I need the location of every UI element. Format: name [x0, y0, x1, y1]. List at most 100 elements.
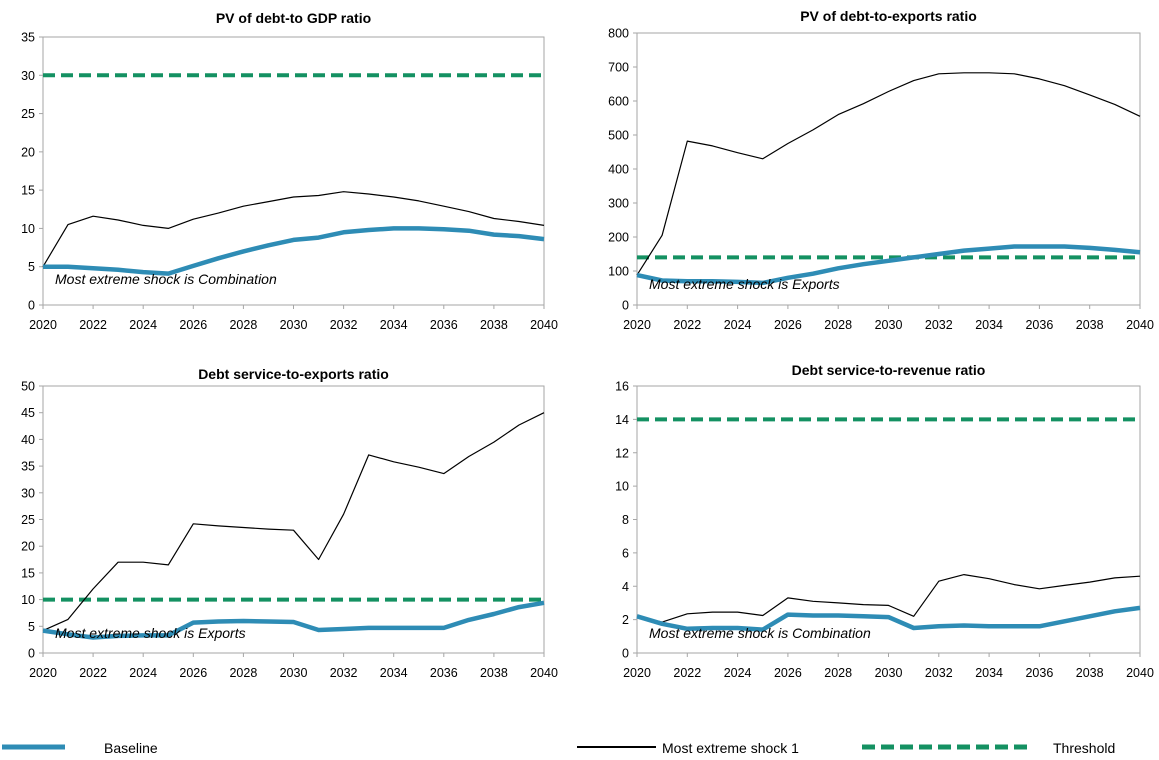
x-tick-label: 2024 — [724, 666, 752, 680]
y-tick-label: 12 — [615, 446, 629, 460]
x-tick-label: 2036 — [430, 318, 458, 332]
x-tick-label: 2038 — [480, 318, 508, 332]
y-tick-label: 8 — [622, 513, 629, 527]
x-tick-label: 2026 — [179, 318, 207, 332]
y-tick-label: 5 — [28, 620, 35, 634]
y-tick-label: 200 — [608, 231, 629, 245]
x-tick-label: 2032 — [330, 666, 358, 680]
x-tick-label: 2020 — [29, 318, 57, 332]
plot-area — [636, 385, 1141, 654]
plot-area — [42, 385, 545, 654]
x-tick-label: 2020 — [29, 666, 57, 680]
shock-line — [42, 412, 545, 632]
x-tick-label: 2028 — [824, 318, 852, 332]
y-tick-label: 10 — [615, 480, 629, 494]
y-tick-label: 25 — [21, 513, 35, 527]
chart-title: PV of debt-to-exports ratio — [800, 8, 977, 24]
chart-annotation: Most extreme shock is Combination — [55, 271, 277, 287]
y-tick-label: 800 — [608, 27, 629, 41]
y-tick-label: 30 — [21, 486, 35, 500]
x-tick-label: 2020 — [623, 318, 651, 332]
y-tick-label: 100 — [608, 265, 629, 279]
x-tick-label: 2040 — [530, 318, 558, 332]
y-tick-label: 5 — [28, 260, 35, 274]
x-tick-label: 2038 — [1076, 666, 1104, 680]
x-tick-label: 2040 — [1126, 318, 1154, 332]
x-tick-label: 2030 — [280, 318, 308, 332]
shock-line — [42, 191, 545, 268]
y-tick-label: 15 — [21, 566, 35, 580]
x-tick-label: 2030 — [875, 318, 903, 332]
x-tick-label: 2028 — [824, 666, 852, 680]
x-tick-label: 2038 — [480, 666, 508, 680]
y-tick-label: 0 — [28, 647, 35, 661]
y-tick-label: 14 — [615, 413, 629, 427]
y-tick-label: 10 — [21, 222, 35, 236]
chart-annotation: Most extreme shock is Combination — [649, 625, 871, 641]
shock-line — [636, 573, 1141, 623]
x-tick-label: 2024 — [129, 666, 157, 680]
x-tick-label: 2036 — [1025, 318, 1053, 332]
x-tick-label: 2028 — [229, 666, 257, 680]
plot-area — [636, 32, 1141, 306]
chart-3: Debt service-to-exports ratio 0 5 10 15 20 25 3… — [21, 366, 558, 680]
y-tick-label: 0 — [28, 299, 35, 313]
x-tick-label: 2022 — [673, 318, 701, 332]
baseline-line — [42, 600, 545, 640]
x-tick-label: 2032 — [925, 318, 953, 332]
y-tick-label: 50 — [21, 380, 35, 394]
y-tick-label: 15 — [21, 184, 35, 198]
y-tick-label: 25 — [21, 107, 35, 121]
chart-1: PV of debt-to GDP ratio 0 5 10 15 20 25 30 35 202… — [21, 10, 558, 332]
x-tick-label: 2032 — [330, 318, 358, 332]
x-tick-label: 2034 — [380, 318, 408, 332]
x-tick-label: 2020 — [623, 666, 651, 680]
x-tick-label: 2026 — [774, 318, 802, 332]
x-tick-label: 2028 — [229, 318, 257, 332]
chart-title: Debt service-to-revenue ratio — [792, 362, 986, 378]
baseline-line — [636, 605, 1141, 632]
x-tick-label: 2034 — [975, 666, 1003, 680]
y-tick-label: 30 — [21, 69, 35, 83]
y-tick-label: 300 — [608, 197, 629, 211]
y-tick-label: 6 — [622, 546, 629, 560]
y-tick-label: 10 — [21, 593, 35, 607]
y-tick-label: 16 — [615, 380, 629, 394]
x-tick-label: 2036 — [430, 666, 458, 680]
x-tick-label: 2032 — [925, 666, 953, 680]
legend-shock-label: Most extreme shock 1 — [662, 740, 799, 756]
y-tick-label: 45 — [21, 406, 35, 420]
x-tick-label: 2030 — [875, 666, 903, 680]
y-tick-label: 700 — [608, 61, 629, 75]
chart-title: Debt service-to-exports ratio — [198, 366, 389, 382]
baseline-line — [43, 226, 545, 276]
y-tick-label: 2 — [622, 613, 629, 627]
x-tick-label: 2030 — [280, 666, 308, 680]
x-tick-label: 2024 — [724, 318, 752, 332]
y-tick-label: 4 — [622, 580, 629, 594]
x-tick-label: 2036 — [1025, 666, 1053, 680]
x-tick-label: 2038 — [1076, 318, 1104, 332]
legend-threshold-label: Threshold — [1053, 740, 1115, 756]
y-tick-label: 40 — [21, 433, 35, 447]
x-tick-label: 2026 — [774, 666, 802, 680]
x-tick-label: 2026 — [179, 666, 207, 680]
baseline-line — [636, 244, 1141, 286]
legend: Baseline Most extreme shock 1 Threshold — [2, 740, 1115, 756]
x-tick-label: 2022 — [79, 318, 107, 332]
chart-annotation: Most extreme shock is Exports — [649, 276, 840, 292]
x-tick-label: 2040 — [1126, 666, 1154, 680]
y-tick-label: 35 — [21, 31, 35, 45]
y-tick-label: 20 — [21, 145, 35, 159]
x-tick-label: 2022 — [673, 666, 701, 680]
chart-4: Debt service-to-revenue ratio 0 2 4 6 8 10 12 14… — [615, 362, 1154, 680]
chart-title: PV of debt-to GDP ratio — [216, 10, 371, 26]
chart-2: PV of debt-to-exports ratio 0 100 200 300 400… — [608, 8, 1154, 332]
y-tick-label: 0 — [622, 299, 629, 313]
x-tick-label: 2034 — [975, 318, 1003, 332]
chart-annotation: Most extreme shock is Exports — [55, 625, 246, 641]
y-tick-label: 20 — [21, 540, 35, 554]
x-tick-label: 2034 — [380, 666, 408, 680]
shock-line — [636, 72, 1141, 276]
